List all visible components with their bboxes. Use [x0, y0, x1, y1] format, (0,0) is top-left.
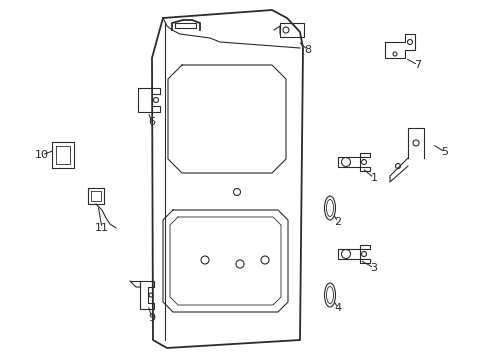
- Text: 10: 10: [35, 150, 49, 160]
- Text: 7: 7: [414, 60, 421, 70]
- Text: 11: 11: [95, 223, 109, 233]
- Text: 9: 9: [148, 313, 155, 323]
- Ellipse shape: [324, 283, 335, 307]
- Text: 3: 3: [370, 263, 377, 273]
- Ellipse shape: [324, 196, 335, 220]
- Text: 1: 1: [370, 173, 377, 183]
- Text: 8: 8: [304, 45, 311, 55]
- Text: 2: 2: [334, 217, 341, 227]
- Text: 4: 4: [334, 303, 341, 313]
- Text: 6: 6: [148, 117, 155, 127]
- Text: 5: 5: [441, 147, 447, 157]
